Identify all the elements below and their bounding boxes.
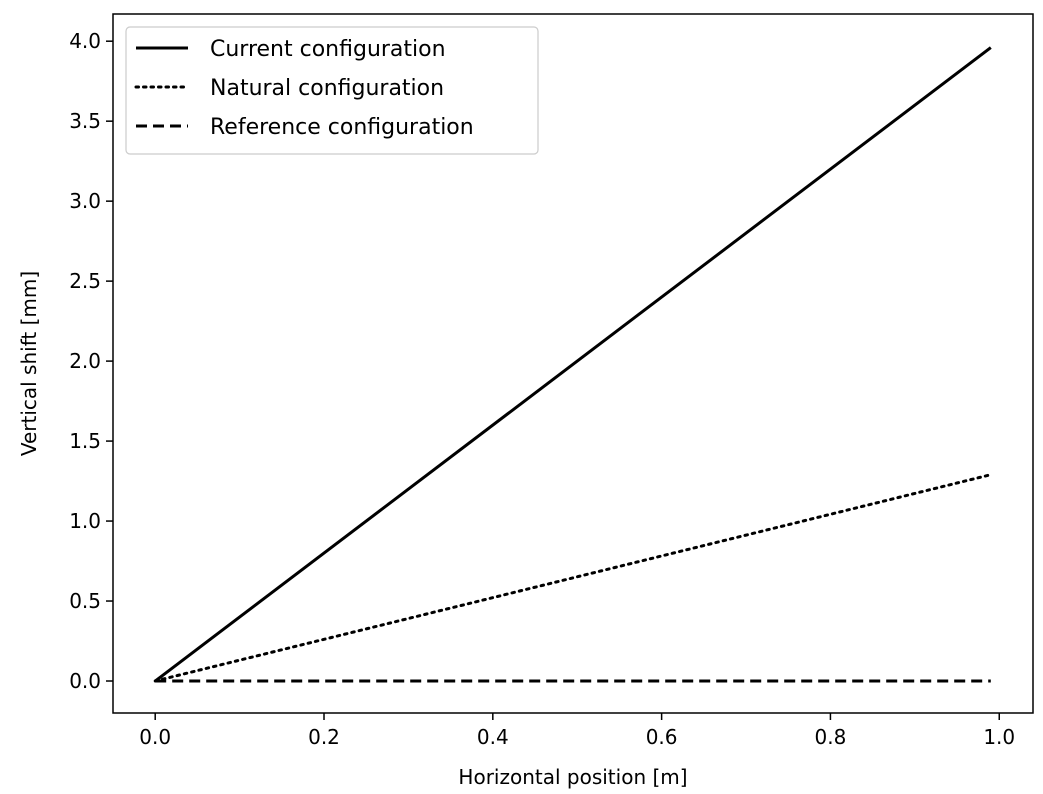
- x-tick-label: 0.2: [308, 725, 340, 749]
- x-axis: 0.0 0.2 0.4 0.6 0.8 1.0: [139, 713, 1015, 749]
- y-tick-label: 2.5: [69, 269, 101, 293]
- legend: Current configuration Natural configurati…: [125, 26, 539, 155]
- x-axis-label: Horizontal position [m]: [458, 765, 687, 789]
- x-tick-label: 0.0: [139, 725, 171, 749]
- series-line-2: [153, 473, 993, 683]
- plot-area: [112, 13, 1034, 714]
- legend-entries: Current configuration Natural configurati…: [134, 37, 474, 140]
- y-tick-label: 0.5: [69, 589, 101, 613]
- legend-label: Current configuration: [210, 37, 446, 62]
- y-axis-label: Vertical shift [mm]: [17, 271, 41, 456]
- y-tick-label: 3.5: [69, 109, 101, 133]
- y-tick-label: 1.5: [69, 429, 101, 453]
- legend-entry: Reference configuration: [136, 115, 474, 140]
- legend-label: Reference configuration: [210, 115, 474, 140]
- y-tick-label: 1.0: [69, 509, 101, 533]
- legend-box: [125, 26, 539, 155]
- x-tick-label: 1.0: [983, 725, 1015, 749]
- legend-label: Natural configuration: [210, 76, 444, 101]
- x-tick-label: 0.8: [815, 725, 847, 749]
- y-axis: 0.0 0.5 1.0 1.5 2.0 2.5 3.0 3.5 4.0: [69, 29, 113, 693]
- y-tick-label: 0.0: [69, 669, 101, 693]
- y-tick-label: 3.0: [69, 189, 101, 213]
- y-tick-label: 2.0: [69, 349, 101, 373]
- y-tick-label: 4.0: [69, 29, 101, 53]
- legend-entry: Current configuration: [136, 37, 446, 62]
- axes-frame: [112, 13, 1034, 714]
- series-line-1: [154, 46, 992, 683]
- x-tick-label: 0.4: [477, 725, 509, 749]
- legend-entry: Natural configuration: [134, 76, 444, 101]
- x-tick-label: 0.6: [646, 725, 678, 749]
- series-layer: [153, 46, 993, 683]
